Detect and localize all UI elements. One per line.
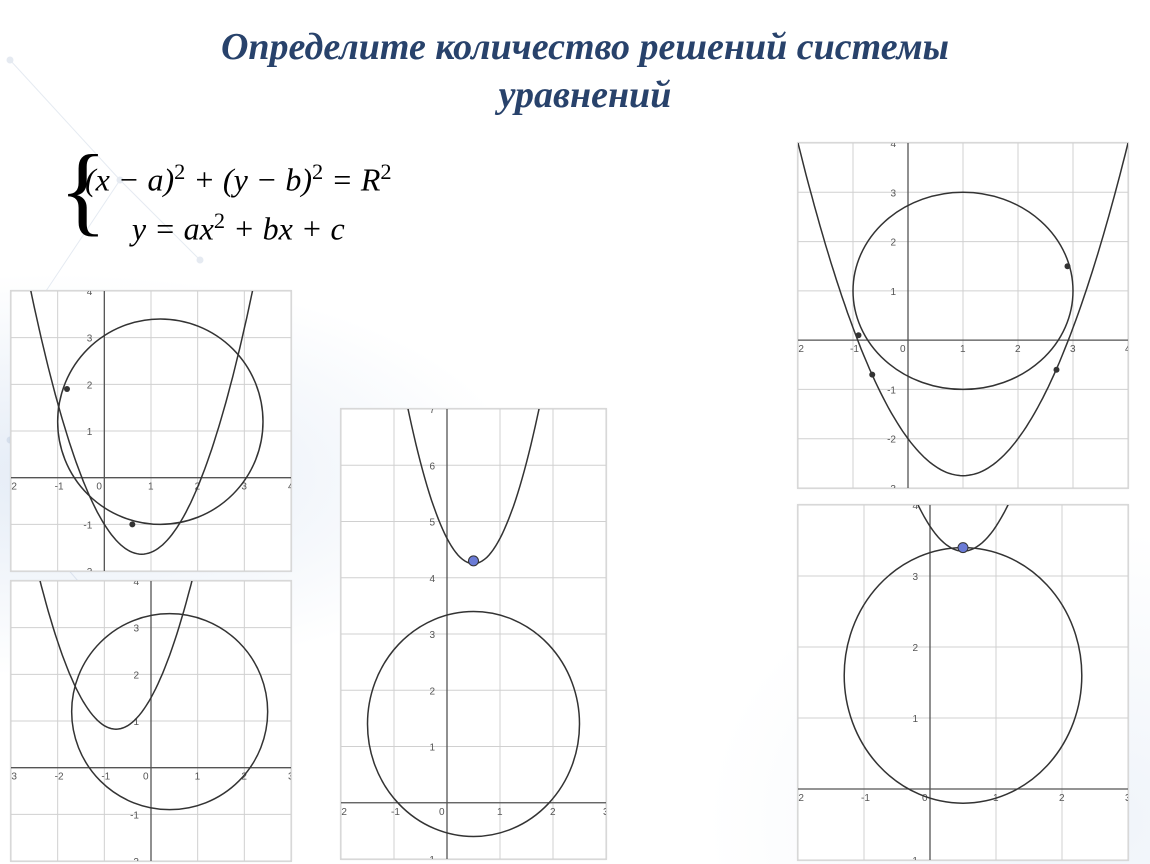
svg-text:1: 1: [87, 427, 93, 438]
equation-line-2: y = ax2 + bx + c: [85, 204, 392, 253]
svg-text:2: 2: [133, 670, 139, 681]
svg-text:-2: -2: [130, 857, 139, 861]
svg-text:-1: -1: [909, 856, 918, 860]
svg-text:-1: -1: [55, 482, 64, 493]
svg-text:3: 3: [133, 624, 139, 635]
svg-text:-1: -1: [861, 793, 870, 804]
brace-icon: {: [59, 115, 107, 265]
chart-4-intersections: -2 -1 0 1 2 3 4 -3 -2 -1 1 2 3 4: [797, 142, 1129, 489]
eq-var: y: [234, 162, 248, 198]
svg-text:2: 2: [1059, 793, 1065, 804]
svg-text:4: 4: [133, 581, 139, 588]
svg-text:-1: -1: [130, 810, 139, 821]
svg-text:-1: -1: [101, 772, 110, 783]
eq-var: R: [361, 162, 381, 198]
svg-text:1: 1: [195, 772, 201, 783]
svg-text:1: 1: [890, 287, 896, 298]
svg-text:-2: -2: [341, 807, 347, 818]
svg-text:-1: -1: [83, 520, 92, 531]
eq-var: c: [330, 210, 344, 246]
svg-text:4: 4: [288, 482, 291, 493]
page-title: Определите количество решений системы ур…: [130, 24, 1040, 119]
svg-text:3: 3: [87, 334, 93, 345]
svg-text:3: 3: [603, 807, 606, 818]
eq-var: x: [200, 210, 214, 246]
svg-text:4: 4: [87, 291, 93, 298]
svg-text:0: 0: [439, 807, 445, 818]
eq-var: x: [279, 210, 293, 246]
svg-text:3: 3: [288, 772, 291, 783]
svg-text:2: 2: [550, 807, 556, 818]
svg-text:1: 1: [148, 482, 154, 493]
svg-text:3: 3: [1070, 344, 1076, 355]
svg-text:4: 4: [1125, 344, 1128, 355]
svg-text:-1: -1: [426, 855, 435, 859]
svg-text:-1: -1: [391, 807, 400, 818]
eq-var: b: [263, 210, 279, 246]
eq-var: a: [147, 162, 163, 198]
svg-text:1: 1: [429, 743, 435, 754]
svg-text:-1: -1: [850, 344, 859, 355]
svg-text:-2: -2: [83, 567, 92, 571]
title-box: Определите количество решений системы ур…: [120, 14, 1050, 133]
svg-text:2: 2: [890, 238, 896, 249]
chart-0-intersections: -2 -1 0 1 2 3 -1 1 2 3 4 5 6 7: [340, 408, 607, 860]
svg-text:2: 2: [912, 643, 918, 654]
svg-text:1: 1: [912, 714, 918, 725]
svg-text:4: 4: [429, 574, 435, 585]
svg-text:1: 1: [960, 344, 966, 355]
equation-line-1: (x − a)2 + (y − b)2 = R2: [85, 155, 392, 204]
svg-text:-3: -3: [11, 772, 17, 783]
eq-var: y: [132, 210, 146, 246]
svg-text:3: 3: [912, 572, 918, 583]
svg-text:0: 0: [143, 772, 149, 783]
chart-1-intersection: -2-10123-11234: [797, 504, 1129, 861]
svg-text:-2: -2: [11, 482, 17, 493]
svg-text:3: 3: [890, 188, 896, 199]
svg-text:4: 4: [890, 143, 896, 150]
svg-text:-3: -3: [887, 484, 896, 488]
svg-text:-2: -2: [887, 435, 896, 446]
svg-text:6: 6: [429, 461, 435, 472]
svg-text:-2: -2: [798, 344, 804, 355]
svg-text:3: 3: [1125, 793, 1128, 804]
svg-text:2: 2: [1015, 344, 1021, 355]
svg-text:2: 2: [429, 686, 435, 697]
system-of-equations: { (x − a)2 + (y − b)2 = R2 y = ax2 + bx …: [85, 155, 392, 252]
svg-text:-2: -2: [798, 793, 804, 804]
svg-text:7: 7: [429, 409, 435, 416]
svg-text:0: 0: [922, 793, 928, 804]
eq-var: b: [285, 162, 301, 198]
svg-text:-2: -2: [55, 772, 64, 783]
eq-var: a: [184, 210, 200, 246]
svg-text:2: 2: [87, 380, 93, 391]
svg-text:5: 5: [429, 518, 435, 529]
svg-text:4: 4: [912, 505, 918, 512]
svg-text:0: 0: [900, 344, 906, 355]
chart-2-intersections: -3-2-10123-2-11234: [10, 580, 292, 862]
svg-text:0: 0: [96, 482, 102, 493]
svg-text:3: 3: [429, 630, 435, 641]
svg-text:-1: -1: [887, 385, 896, 396]
svg-text:1: 1: [497, 807, 503, 818]
chart-3-intersections: -2-101234-2-11234: [10, 290, 292, 572]
